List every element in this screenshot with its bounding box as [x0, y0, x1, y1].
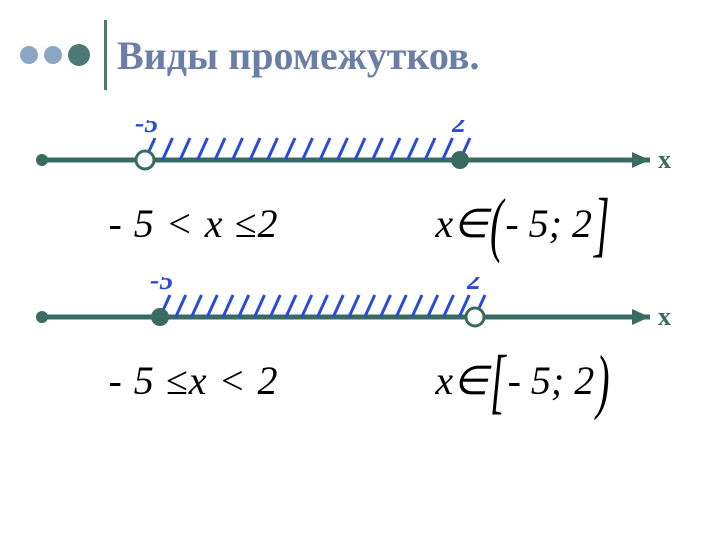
formula-row-2: - 5 ≤х < 2 х∈ [ - 5; 2 ) [0, 347, 720, 414]
svg-text:-5: -5 [135, 120, 158, 139]
number-line-2: -5 2 х [30, 277, 690, 347]
dot-1 [20, 46, 38, 64]
slide-title: Виды промежутков. [117, 32, 480, 79]
interval-2-content: - 5; 2 [508, 357, 595, 404]
inequality-1: - 5 < х ≤2 [108, 200, 278, 247]
interval-1-prefix: х∈ [435, 200, 488, 247]
interval-2-prefix: х∈ [435, 357, 488, 404]
interval-1-open: ( [490, 181, 503, 266]
inequality-2: - 5 ≤х < 2 [108, 357, 278, 404]
decorative-dots [20, 44, 90, 66]
interval-1-close: ] [594, 181, 610, 266]
dot-2 [44, 46, 62, 64]
slide-header: Виды промежутков. [0, 0, 720, 90]
interval-2-open: [ [490, 338, 506, 423]
svg-text:х: х [658, 145, 671, 174]
svg-text:х: х [658, 302, 671, 331]
number-line-1: -5 2 х [30, 120, 690, 190]
svg-text:2: 2 [451, 120, 466, 139]
vertical-divider [104, 20, 107, 90]
interval-2: х∈ [ - 5; 2 ) [435, 357, 611, 404]
svg-text:-5: -5 [150, 277, 173, 296]
interval-2-close: ) [596, 338, 609, 423]
interval-1-content: - 5; 2 [505, 200, 592, 247]
dot-3 [68, 44, 90, 66]
svg-text:2: 2 [466, 277, 481, 296]
interval-1: х∈ ( - 5; 2 ] [435, 200, 611, 247]
formula-row-1: - 5 < х ≤2 х∈ ( - 5; 2 ] [0, 190, 720, 257]
